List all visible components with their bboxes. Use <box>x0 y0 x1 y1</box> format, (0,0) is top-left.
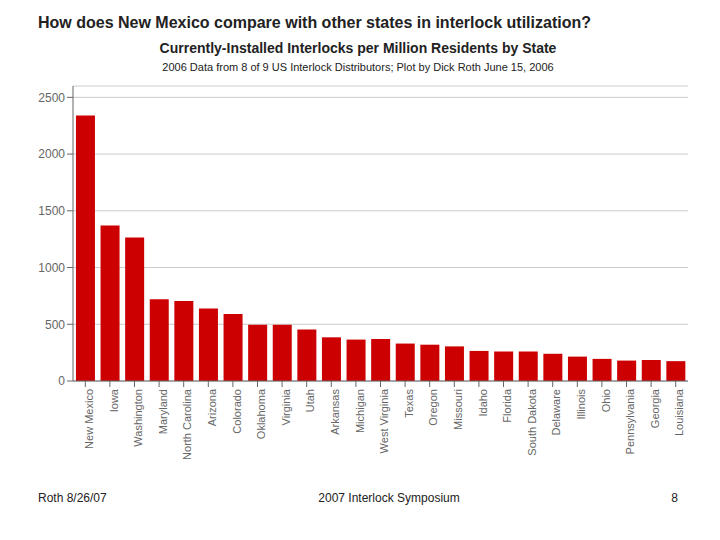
svg-text:Washington: Washington <box>132 389 144 447</box>
svg-text:Ohio: Ohio <box>600 389 612 412</box>
svg-text:Iowa: Iowa <box>108 388 120 412</box>
svg-text:Oregon: Oregon <box>428 389 440 426</box>
svg-text:Delaware: Delaware <box>551 389 563 435</box>
html-text:8: 8 <box>671 491 678 505</box>
svg-text:Oklahoma: Oklahoma <box>255 388 267 439</box>
svg-text:2000: 2000 <box>38 147 65 161</box>
svg-text:1500: 1500 <box>38 204 65 218</box>
svg-text:0: 0 <box>58 374 65 388</box>
svg-text:Virginia: Virginia <box>280 388 292 425</box>
svg-text:New Mexico: New Mexico <box>83 389 95 449</box>
svg-text:1000: 1000 <box>38 261 65 275</box>
svg-text:Texas: Texas <box>403 389 415 418</box>
svg-text:Utah: Utah <box>305 389 317 412</box>
svg-text:Colorado: Colorado <box>231 389 243 434</box>
svg-text:Louisiana: Louisiana <box>674 388 686 436</box>
svg-text:Florida: Florida <box>501 388 513 423</box>
svg-text:Maryland: Maryland <box>157 389 169 434</box>
svg-text:Georgia: Georgia <box>649 388 661 428</box>
svg-text:Idaho: Idaho <box>477 389 489 417</box>
svg-text:Illinois: Illinois <box>575 389 587 420</box>
svg-text:2500: 2500 <box>38 91 65 105</box>
html-text:How does New Mexico compare wi: How does New Mexico compare with other s… <box>38 14 591 31</box>
svg-text:Michigan: Michigan <box>354 389 366 433</box>
html-text:2007 Interlock Symposium: 2007 Interlock Symposium <box>318 491 460 505</box>
html-text:2006 Data from 8 of 9 US Inter: 2006 Data from 8 of 9 US Interlock Distr… <box>162 61 554 73</box>
svg-text:Arkansas: Arkansas <box>329 389 341 435</box>
svg-text:North Carolina: North Carolina <box>182 388 194 460</box>
svg-text:500: 500 <box>45 318 65 332</box>
html-text:Roth 8/26/07: Roth 8/26/07 <box>38 491 107 505</box>
svg-text:South Dakota: South Dakota <box>526 388 538 456</box>
svg-text:Arizona: Arizona <box>206 388 218 426</box>
svg-text:Missouri: Missouri <box>452 389 464 430</box>
svg-text:Pennsylvania: Pennsylvania <box>624 388 636 454</box>
svg-text:West Virginia: West Virginia <box>378 388 390 453</box>
html-text:Currently-Installed Interlocks: Currently-Installed Interlocks per Milli… <box>159 40 557 56</box>
